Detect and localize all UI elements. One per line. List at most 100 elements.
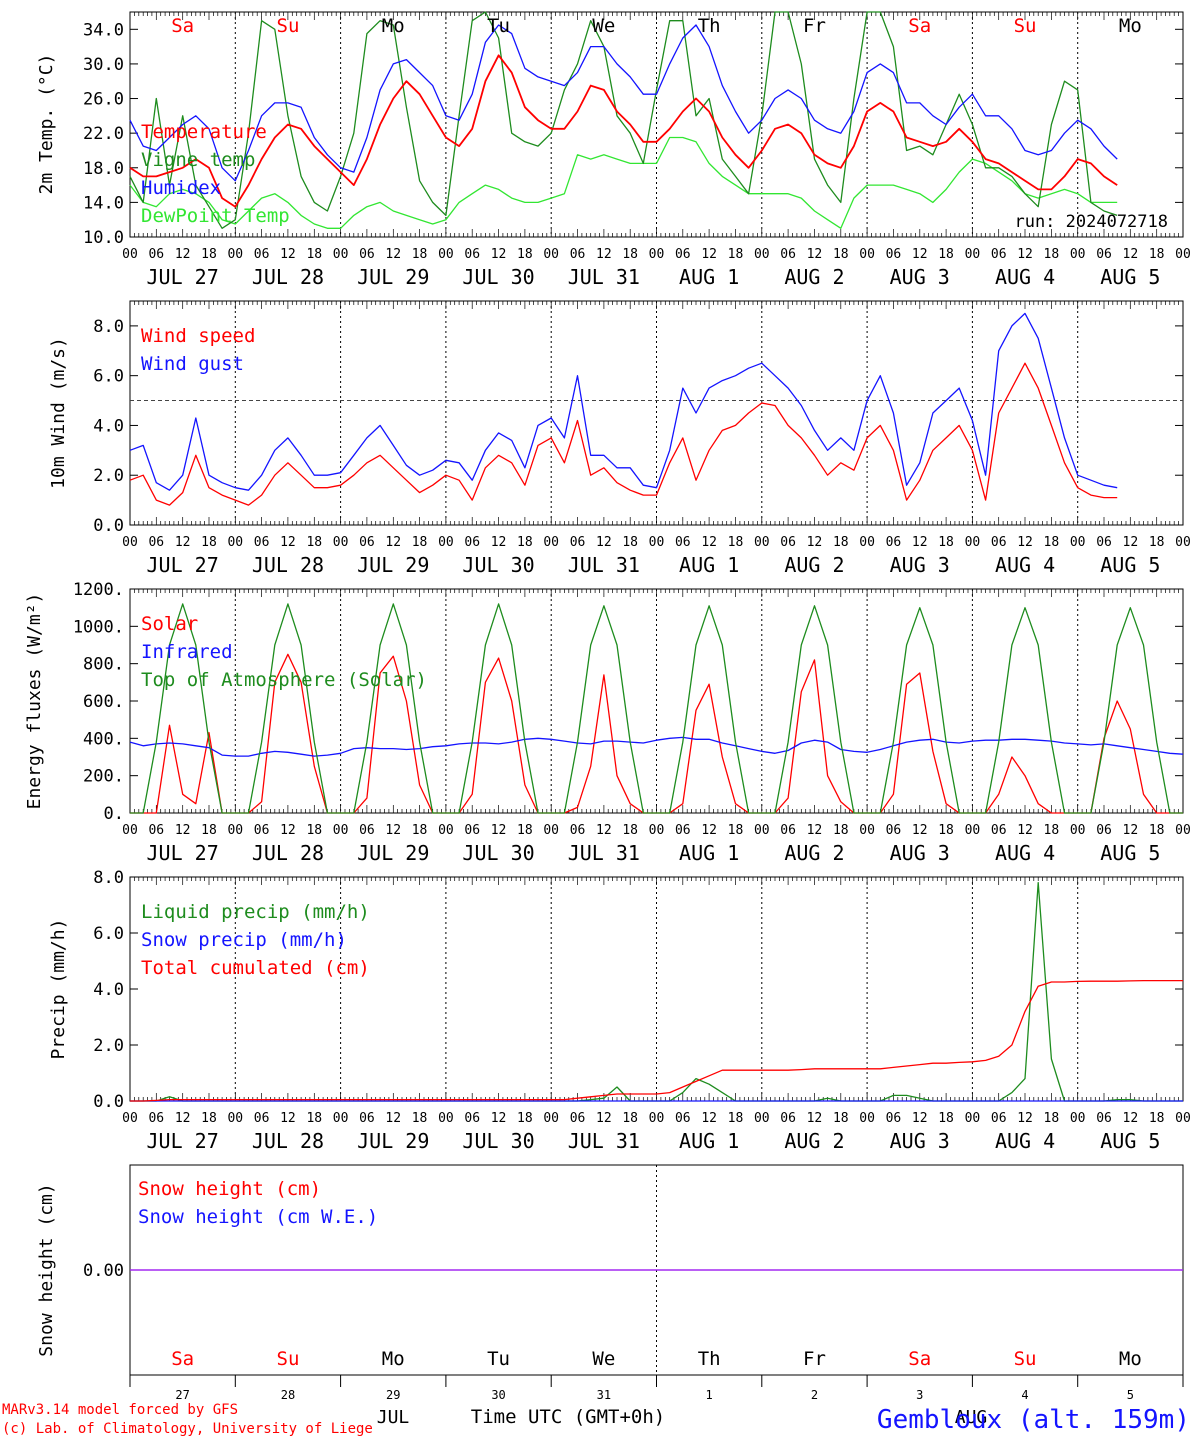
energy-fluxes-panel: 0. 200. 400. 600. 800. 1000. 1200. Energy fluxe… [24,580,1191,865]
energy-hour-label: 06 [570,823,586,838]
precip-hour-label: 06 [148,1111,164,1126]
wind-hour-label: 06 [359,535,375,550]
energy-hour-label: 12 [701,823,717,838]
wind-hour-label: 18 [517,535,533,550]
energy-ytick-label: 200. [83,767,124,787]
temp-hour-label: 06 [675,247,691,262]
energy-hour-label: 06 [675,823,691,838]
precip-date-label: JUL 29 [357,1129,429,1153]
energy-hour-label: 00 [859,823,875,838]
wind-series-wind-gust [129,312,1118,491]
precip-hour-label: 00 [965,1111,981,1126]
precip-hour-label: 00 [333,1111,349,1126]
day-number-label: 31 [597,1388,611,1402]
wind-hour-label: 00 [754,535,770,550]
weekday-label: Su [277,15,300,37]
precip-ytick-label: 2.0 [93,1036,124,1056]
wind-hour-label: 18 [833,535,849,550]
temp-legend-entry: DewPoint Temp [141,205,290,227]
temp-hour-label: 00 [333,247,349,262]
temp-hour-label: 00 [122,247,138,262]
wind-hour-label: 06 [991,535,1007,550]
precip-hour-label: 18 [201,1111,217,1126]
energy-hour-label: 06 [886,823,902,838]
energy-date-label: AUG 3 [890,841,950,865]
wind-y-axis-label: 10m Wind (m/s) [48,337,69,489]
energy-hour-label: 12 [1123,823,1139,838]
wind-hour-label: 18 [201,535,217,550]
wind-hour-label: 06 [464,535,480,550]
wind-hour-label: 06 [675,535,691,550]
wind-hour-label: 00 [965,535,981,550]
precip-hour-label: 00 [859,1111,875,1126]
wind-date-label: JUL 29 [357,553,429,577]
precip-legend-entry: Liquid precip (mm/h) [141,901,370,923]
temp-date-label: JUL 29 [357,265,429,289]
temp-hour-label: 00 [1070,247,1086,262]
wind-hour-label: 18 [1044,535,1060,550]
temp-hour-label: 06 [359,247,375,262]
energy-hour-label: 06 [780,823,796,838]
temp-ytick-label: 26.0 [83,90,124,110]
temp-hour-label: 00 [754,247,770,262]
temp-hour-label: 12 [701,247,717,262]
snow-weekday-label: Sa [171,1348,194,1370]
month-label-aug: AUG [955,1407,988,1428]
temp-hour-label: 12 [175,247,191,262]
wind-hour-label: 06 [570,535,586,550]
temp-hour-label: 18 [1044,247,1060,262]
temp-ytick-label: 18.0 [83,159,124,179]
energy-hour-label: 00 [649,823,665,838]
energy-date-label: JUL 27 [147,841,219,865]
wind-time-ticks [129,301,1184,525]
lab-credit: (c) Lab. of Climatology, University of L… [2,1421,373,1437]
temp-series-dewpoint-temp [129,136,1118,229]
precip-hour-label: 12 [912,1111,928,1126]
wind-hour-label: 12 [701,535,717,550]
wind-hour-label: 00 [227,535,243,550]
snow-weekday-label: Su [277,1348,300,1370]
temp-date-label: AUG 4 [995,265,1055,289]
wind-hour-label: 12 [280,535,296,550]
energy-hour-label: 18 [412,823,428,838]
precip-hour-label: 06 [886,1111,902,1126]
precip-ytick-label: 0.0 [93,1092,124,1112]
energy-hour-label: 12 [1017,823,1033,838]
precip-hour-label: 06 [359,1111,375,1126]
energy-hour-label: 00 [438,823,454,838]
temp-ytick-label: 30.0 [83,55,124,75]
day-number-label: 28 [281,1388,295,1402]
energy-hour-label: 12 [807,823,823,838]
weekday-label: Mo [1119,15,1142,37]
temp-hour-label: 06 [464,247,480,262]
precip-ytick-label: 6.0 [93,924,124,944]
precipitation-panel: 0.0 2.0 4.0 6.0 8.0 Precip (mm/h) Liquid preci… [48,868,1191,1153]
energy-hour-label: 00 [754,823,770,838]
temp-hour-label: 12 [912,247,928,262]
precip-hour-label: 06 [675,1111,691,1126]
wind-hour-label: 00 [438,535,454,550]
precip-hour-label: 12 [1123,1111,1139,1126]
precip-date-label: AUG 1 [679,1129,739,1153]
energy-hour-label: 12 [385,823,401,838]
precip-date-label: JUL 27 [147,1129,219,1153]
wind-series-wind-speed [129,362,1118,506]
weekday-label: Sa [171,15,194,37]
wind-ytick-label: 4.0 [93,416,124,436]
precip-ytick-label: 4.0 [93,980,124,1000]
wind-date-label: AUG 3 [890,553,950,577]
wind-hour-label: 18 [938,535,954,550]
snow-weekday-label: Mo [382,1348,405,1370]
weekday-label: Fr [803,15,826,37]
temp-hour-label: 12 [491,247,507,262]
wind-date-label: JUL 31 [568,553,640,577]
energy-hour-label: 12 [175,823,191,838]
temp-hour-label: 18 [306,247,322,262]
energy-date-label: JUL 28 [252,841,324,865]
energy-hour-label: 00 [1175,823,1191,838]
precip-hour-label: 12 [596,1111,612,1126]
temp-date-label: AUG 2 [784,265,844,289]
wind-hour-label: 18 [1149,535,1165,550]
snow-day-ticks [129,1375,1184,1387]
wind-hour-label: 12 [175,535,191,550]
